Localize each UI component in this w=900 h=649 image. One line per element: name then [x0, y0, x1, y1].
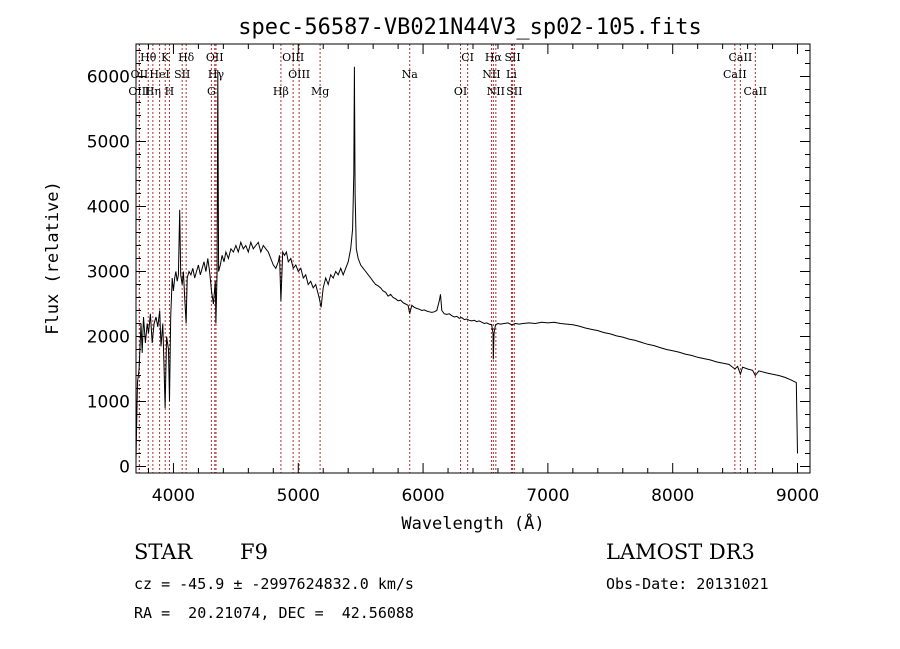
y-tick-label: 0 — [119, 458, 130, 478]
emission-line-label: Hγ — [208, 68, 225, 81]
y-tick-label: 2000 — [87, 328, 130, 348]
emission-line-label: OIII — [288, 68, 310, 81]
emission-line-label: CaII — [729, 51, 753, 64]
emission-line-label: CI — [461, 51, 474, 64]
emission-line-markers — [138, 44, 756, 473]
emission-line-label: CaII — [723, 68, 747, 81]
emission-line-label: OII — [206, 51, 224, 64]
emission-line-label: SII — [504, 51, 520, 64]
emission-line-label: Hβ — [273, 85, 289, 98]
y-axis-label: Flux (relative) — [43, 181, 63, 335]
survey-name: LAMOST DR3 — [606, 540, 755, 564]
emission-line-label: H — [165, 85, 175, 98]
y-axis-ticks: 0 1000 2000 3000 4000 5000 6000 — [87, 50, 810, 478]
x-tick-label: 4000 — [152, 486, 195, 506]
y-tick-label: 3000 — [87, 263, 130, 283]
emission-line-label: Li — [506, 68, 517, 81]
x-tick-label: 8000 — [651, 486, 694, 506]
y-tick-label: 4000 — [87, 198, 130, 218]
emission-line-label: OIII — [128, 85, 150, 98]
x-tick-label: 5000 — [277, 486, 320, 506]
coordinates-readout: RA = 20.21074, DEC = 42.56088 — [134, 604, 414, 622]
emission-line-label: Hθ — [140, 51, 157, 64]
emission-line-label: OIII — [282, 51, 304, 64]
redshift-readout: cz = -45.9 ± -2997624832.0 km/s — [134, 575, 414, 593]
observation-date: Obs-Date: 20131021 — [606, 575, 769, 593]
chart-title: spec-56587-VB021N44V3_sp02-105.fits — [238, 15, 702, 40]
emission-line-label: K — [161, 51, 170, 64]
emission-line-label: Hδ — [178, 51, 195, 64]
emission-line-label: Na — [402, 68, 419, 81]
emission-line-label: HeI — [149, 68, 169, 81]
spectrum-series-line — [135, 66, 798, 461]
emission-line-label: NII — [482, 68, 500, 81]
plot-frame — [135, 43, 811, 474]
emission-line-label: SII — [506, 85, 522, 98]
x-axis-label: Wavelength (Å) — [401, 512, 544, 534]
x-axis-ticks: 4000 5000 6000 7000 8000 9000 — [147, 44, 819, 506]
object-subclass: F9 — [240, 540, 268, 564]
emission-line-label: OI — [454, 85, 467, 98]
emission-line-label: Hη — [145, 85, 161, 98]
emission-line-label: NII — [487, 85, 505, 98]
object-class: STAR — [134, 540, 193, 564]
y-tick-label: 6000 — [87, 68, 130, 88]
emission-line-label: Hα — [485, 51, 503, 64]
emission-line-label: SII — [174, 68, 190, 81]
x-tick-label: 9000 — [776, 486, 819, 506]
y-tick-label: 1000 — [87, 393, 130, 413]
x-tick-label: 6000 — [401, 486, 444, 506]
emission-line-label: CaII — [743, 85, 767, 98]
emission-line-label: Mg — [311, 85, 329, 98]
x-tick-label: 7000 — [526, 486, 569, 506]
y-tick-label: 5000 — [87, 133, 130, 153]
emission-line-label: G — [207, 85, 216, 98]
emission-line-label: OII — [131, 68, 149, 81]
